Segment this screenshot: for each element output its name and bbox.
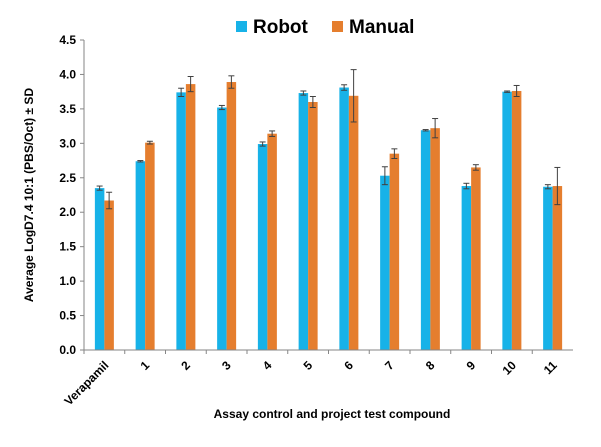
x-tick-label: 6	[341, 358, 356, 373]
legend-swatch-robot	[236, 21, 247, 32]
axes-group	[80, 39, 573, 354]
legend: Robot Manual	[236, 17, 414, 38]
error-bar-robot-4	[259, 141, 266, 147]
bar-robot-0	[94, 188, 105, 350]
bar-manual-9	[471, 167, 481, 350]
bar-manual-6	[348, 95, 359, 350]
bar-manual-4	[267, 133, 277, 350]
y-tick-labels: 0.0 0.5 1.0 1.5 2.0 2.5 3.0 3.5 4.0 4.5	[59, 33, 76, 357]
y-tick-label: 3.5	[59, 102, 76, 116]
y-tick-label: 4.0	[59, 67, 76, 81]
bar-robot-8	[420, 130, 431, 350]
x-tick-label: 11	[541, 358, 560, 377]
error-bar-robot-9	[463, 182, 470, 190]
x-tick-label: 10	[500, 358, 520, 378]
error-bar-robot-1	[137, 160, 144, 163]
error-bar-manual-8	[432, 118, 439, 139]
bar-manual-7	[389, 153, 400, 350]
x-tick-labels: Verapamil 1 2 3 4 5 6 7 8 9 10 11	[62, 358, 560, 408]
bar-manual-11	[552, 186, 563, 350]
bar-robot-10	[502, 91, 512, 351]
x-tick-label: 1	[138, 358, 153, 373]
y-tick-label: 2.0	[59, 205, 76, 219]
bars-group	[94, 82, 563, 351]
error-bar-manual-7	[391, 148, 398, 159]
bar-robot-5	[298, 93, 309, 351]
error-bar-robot-2	[178, 87, 185, 97]
error-bar-robot-11	[544, 184, 551, 190]
error-bar-manual-0	[106, 191, 113, 210]
bar-robot-9	[461, 186, 472, 350]
bar-manual-3	[226, 82, 237, 351]
x-tick-label: 2	[178, 358, 193, 373]
bar-robot-1	[135, 161, 146, 350]
error-bar-manual-6	[350, 69, 357, 123]
error-bar-robot-3	[218, 104, 225, 111]
y-tick-label: 0.0	[59, 343, 76, 357]
bar-robot-4	[257, 144, 268, 350]
y-tick-label: 1.0	[59, 274, 76, 288]
x-tick-label: 4	[260, 358, 275, 373]
y-tick-label: 3.0	[59, 136, 76, 150]
legend-swatch-manual	[332, 21, 343, 32]
error-bars-group	[96, 69, 561, 210]
y-axis-title: Average LogD7.4 10:1 (PBS/Oct) ± SD	[22, 88, 36, 303]
bar-manual-5	[308, 102, 318, 350]
error-bar-robot-7	[381, 166, 388, 186]
bar-robot-3	[217, 107, 227, 350]
x-axis-title: Assay control and project test compound	[214, 407, 451, 421]
error-bar-manual-9	[472, 164, 479, 171]
error-bar-robot-8	[422, 129, 429, 132]
error-bar-manual-11	[554, 166, 561, 206]
bar-robot-11	[543, 186, 553, 350]
bar-manual-2	[185, 84, 196, 350]
y-tick-label: 0.5	[59, 309, 76, 323]
x-tick-label: 3	[219, 358, 234, 373]
error-bar-robot-10	[504, 90, 511, 93]
bar-manual-0	[104, 200, 114, 350]
bar-robot-2	[176, 92, 186, 350]
x-tick-label: 5	[301, 358, 316, 373]
x-tick-label: 7	[382, 358, 397, 373]
bar-robot-7	[380, 175, 390, 350]
x-tick-label: Verapamil	[62, 358, 112, 408]
error-bar-robot-5	[300, 90, 307, 96]
legend-label-manual: Manual	[349, 17, 414, 38]
bar-manual-10	[511, 90, 522, 350]
error-bar-manual-3	[228, 75, 235, 89]
y-tick-label: 4.5	[59, 33, 76, 47]
bar-manual-8	[430, 128, 440, 350]
error-bar-manual-5	[309, 95, 316, 109]
y-tick-label: 2.5	[59, 171, 76, 185]
bar-manual-1	[145, 142, 155, 350]
x-tick-label: 9	[464, 358, 479, 373]
error-bar-manual-10	[513, 84, 520, 97]
x-tick-label: 8	[423, 358, 438, 373]
error-bar-manual-4	[269, 130, 276, 137]
error-bar-robot-6	[341, 84, 348, 91]
error-bar-manual-1	[146, 140, 153, 145]
error-bar-manual-2	[187, 76, 194, 93]
y-tick-label: 1.5	[59, 240, 76, 254]
bar-robot-6	[339, 87, 349, 351]
error-bar-robot-0	[96, 185, 103, 191]
legend-label-robot: Robot	[253, 17, 309, 38]
